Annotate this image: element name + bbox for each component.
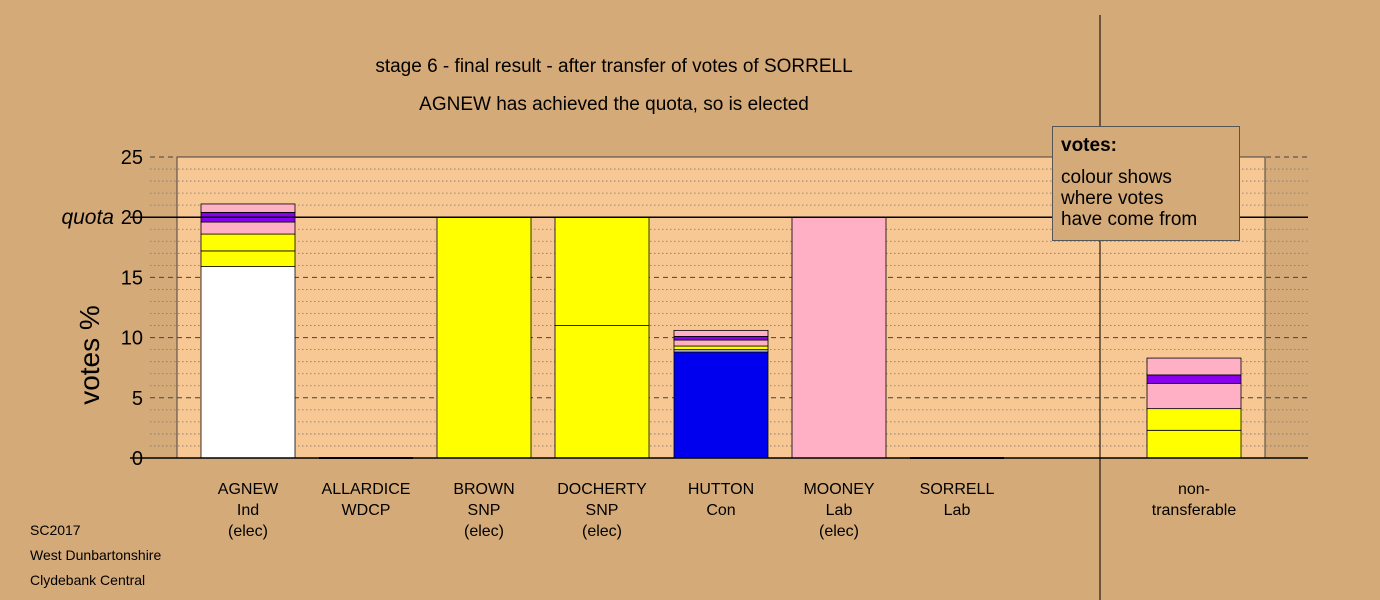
legend-box: votes: colour shows where votes have com… [1052,126,1240,241]
bars [200,203,1242,459]
bar-segment [554,216,650,326]
legend-line: colour shows [1061,167,1172,188]
candidate-label: Lab [944,502,971,519]
candidate-label: WDCP [342,502,391,519]
bar-segment [200,203,296,213]
y-tick-label: 5 [132,388,143,410]
candidate-label: Con [706,502,735,519]
y-tick-labels: 0 5 10 15 20 25 [121,147,143,470]
candidate-label: (elec) [464,523,504,540]
bar-segment [554,325,650,459]
candidate-label: DOCHERTY [557,481,647,498]
chart-subtitle: AGNEW has achieved the quota, so is elec… [419,94,809,115]
bar-segment [200,250,296,267]
bar-segment [1146,429,1242,459]
y-tick-label: 0 [132,448,143,470]
bar-stack [436,216,532,459]
candidate-label: SNP [468,502,501,519]
footer-line: Clydebank Central [30,572,145,588]
candidate-label: HUTTON [688,481,754,498]
candidate-label: BROWN [453,481,514,498]
bar-stack [673,329,769,459]
footer-line: SC2017 [30,522,81,538]
footer: SC2017 West Dunbartonshire Clydebank Centr… [30,522,161,588]
y-tick-label: 25 [121,147,143,169]
bar-segment [673,339,769,347]
bar-segment [200,266,296,459]
chart-title: stage 6 - final result - after transfer … [375,56,852,77]
bar-segment [673,351,769,459]
candidate-label: ALLARDICE [322,481,411,498]
candidate-label: SNP [586,502,619,519]
bar-stack [1146,357,1242,459]
candidate-label: AGNEW [218,481,279,498]
candidate-label: (elec) [819,523,859,540]
candidate-label: Lab [826,502,853,519]
candidate-label: transferable [1152,502,1237,519]
candidate-labels: AGNEW Ind (elec) ALLARDICE WDCP BROWN SNP (elec… [218,481,1237,540]
footer-line: West Dunbartonshire [30,547,161,563]
legend-title: votes: [1061,135,1117,156]
legend-line: have come from [1061,209,1198,230]
candidate-label: (elec) [582,523,622,540]
candidate-label: Ind [237,502,259,519]
y-tick-label: 20 [121,207,143,229]
bar-segment [200,221,296,235]
bar-segment [791,216,887,459]
candidate-label: (elec) [228,523,268,540]
y-axis-label: votes % [74,305,105,405]
bar-segment [673,335,769,341]
legend-line: where votes [1061,188,1164,209]
bar-segment [200,233,296,252]
bar-segment [1146,374,1242,384]
y-tick-label: 10 [121,328,143,350]
bar-stack [554,216,650,459]
candidate-label: SORRELL [920,481,995,498]
candidate-label: non- [1178,481,1210,498]
bar-stack [200,203,296,459]
bar-segment [1146,408,1242,431]
bar-segment [673,345,769,351]
bar-segment [436,216,532,459]
bar-segment [1146,357,1242,376]
bar-segment [673,329,769,337]
candidate-label: MOONEY [803,481,874,498]
bar-stack [791,216,887,459]
bar-segment [1146,382,1242,410]
y-tick-label: 15 [121,267,143,289]
quota-label: quota [61,206,114,229]
